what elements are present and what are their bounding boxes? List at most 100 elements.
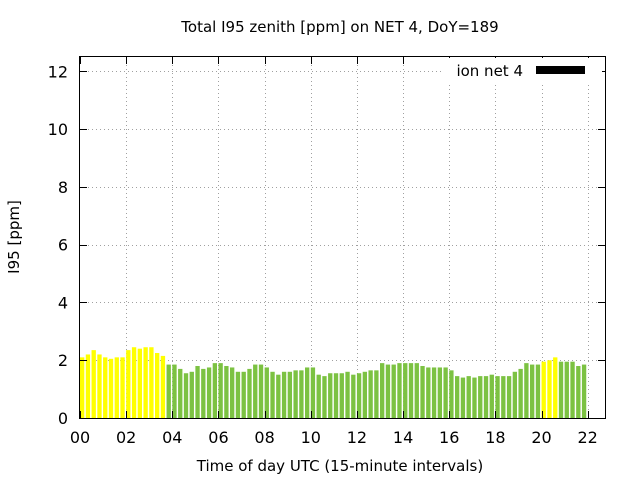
bar (437, 367, 443, 418)
bar (426, 367, 431, 418)
bar (541, 361, 546, 418)
bar (564, 361, 569, 418)
bar (356, 373, 362, 418)
bar (276, 374, 281, 418)
bar (299, 370, 304, 418)
bar (478, 376, 483, 418)
bar (576, 366, 581, 418)
bar (258, 364, 264, 418)
y-tick-label: 10 (48, 120, 68, 139)
bar (460, 377, 466, 418)
bar (143, 347, 148, 418)
y-tick-label: 6 (58, 236, 68, 255)
bar (264, 367, 269, 418)
bar (570, 361, 575, 418)
bar (155, 353, 160, 418)
bar (206, 367, 212, 418)
grid-lines (80, 57, 605, 418)
bar (472, 377, 477, 418)
bar (489, 374, 494, 418)
bar (535, 364, 541, 418)
x-tick-label: 04 (162, 428, 182, 447)
bar (103, 357, 108, 418)
bar (455, 376, 460, 418)
bar (160, 355, 166, 418)
y-tick-label: 12 (48, 62, 68, 81)
legend: ion net 4 (444, 58, 602, 82)
bar (270, 371, 275, 418)
bar (212, 363, 218, 418)
bar (241, 371, 246, 418)
x-tick-label: 14 (393, 428, 413, 447)
bar (385, 364, 391, 418)
bar (131, 347, 137, 418)
y-tick-labels: 0 2 4 6 8 10 12 (48, 62, 68, 428)
bar (374, 370, 379, 418)
bar (97, 354, 102, 418)
bar (108, 358, 114, 418)
bar (339, 373, 344, 418)
bar (247, 368, 252, 418)
bar (85, 354, 91, 418)
y-tick-label: 0 (58, 409, 68, 428)
bar (178, 368, 183, 418)
bar (524, 363, 529, 418)
bar (530, 364, 535, 418)
x-tick-label: 08 (254, 428, 274, 447)
bar (449, 370, 454, 418)
bar (253, 364, 258, 418)
bar (224, 366, 229, 418)
bar (80, 357, 85, 418)
bar (431, 367, 437, 418)
x-tick-label: 06 (208, 428, 228, 447)
x-tick-label: 20 (531, 428, 551, 447)
bar (558, 361, 564, 418)
bar (201, 368, 206, 418)
bar (466, 376, 471, 418)
bar (183, 373, 189, 418)
bar (368, 370, 373, 418)
bar (114, 357, 119, 418)
x-tick-label: 16 (439, 428, 459, 447)
bar (483, 376, 489, 418)
bar (166, 364, 171, 418)
bar (137, 348, 143, 418)
bar (403, 363, 408, 418)
bar (345, 371, 350, 418)
bar (172, 364, 177, 418)
x-tick-label: 02 (116, 428, 136, 447)
x-tick-labels: 00 02 04 06 08 10 12 14 16 18 20 22 (70, 428, 598, 447)
bar (351, 374, 356, 418)
x-axis-label: Time of day UTC (15-minute intervals) (196, 457, 483, 475)
bar (380, 363, 385, 418)
bar (391, 364, 396, 418)
bar (189, 371, 194, 418)
bar (328, 373, 333, 418)
bar (333, 373, 339, 418)
x-tick-label: 18 (485, 428, 505, 447)
bar (397, 363, 402, 418)
bar (322, 376, 327, 418)
y-tick-label: 2 (58, 351, 68, 370)
y-tick-label: 4 (58, 293, 68, 312)
x-tick-label: 00 (70, 428, 90, 447)
plot-frame (79, 56, 606, 419)
bars (80, 347, 587, 418)
y-tick-label: 8 (58, 178, 68, 197)
bar (287, 371, 293, 418)
x-tick-label: 22 (578, 428, 598, 447)
bar (512, 371, 518, 418)
legend-swatch (536, 66, 585, 74)
chart-title: Total I95 zenith [ppm] on NET 4, DoY=189 (180, 18, 498, 36)
bar (235, 371, 241, 418)
y-axis-label: I95 [ppm] (5, 200, 23, 274)
bar (547, 360, 552, 418)
bar (310, 367, 316, 418)
bar (443, 367, 448, 418)
bar (281, 371, 287, 418)
legend-label: ion net 4 (456, 62, 523, 80)
bar (126, 350, 131, 418)
bar (218, 363, 223, 418)
bar (293, 370, 298, 418)
